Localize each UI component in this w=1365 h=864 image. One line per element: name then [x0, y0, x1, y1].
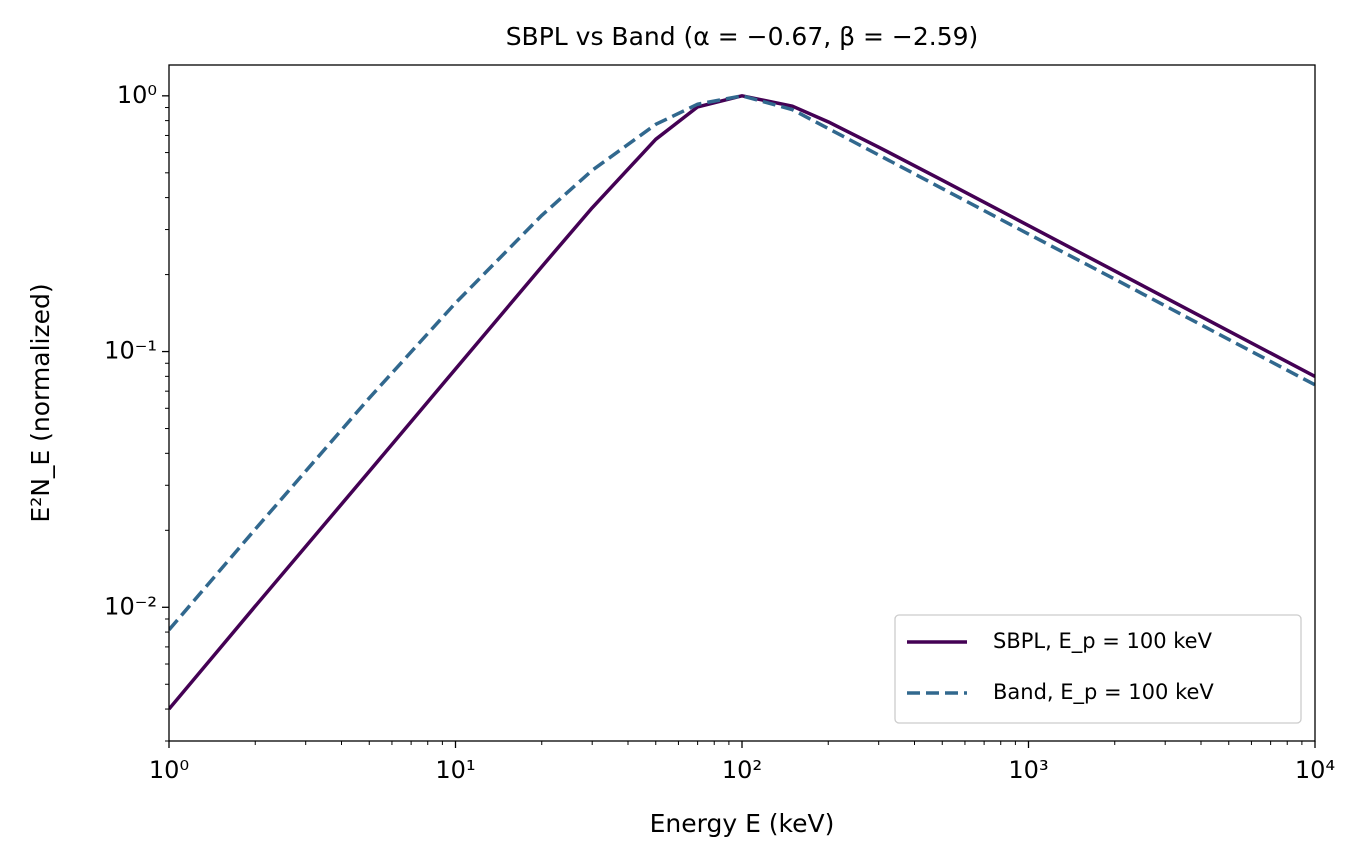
legend-label: SBPL, E_p = 100 keV [993, 629, 1213, 654]
data-line [169, 94, 1315, 632]
data-line [169, 94, 1315, 711]
x-tick-label: 10³ [1008, 756, 1048, 784]
y-axis-label: E²N_E (normalized) [26, 283, 55, 522]
x-tick-label: 10⁴ [1295, 756, 1335, 784]
chart-title: SBPL vs Band (α = −0.67, β = −2.59) [506, 22, 979, 51]
y-tick-label: 10⁰ [117, 81, 157, 109]
plot-frame [168, 64, 1316, 742]
legend-label: Band, E_p = 100 keV [993, 680, 1214, 705]
y-tick-label: 10⁻¹ [104, 337, 157, 365]
x-tick-label: 10⁰ [149, 756, 189, 784]
x-tick-label: 10² [722, 756, 762, 784]
x-tick-label: 10¹ [435, 756, 475, 784]
legend-box [894, 614, 1302, 724]
y-tick-label: 10⁻² [104, 592, 157, 620]
x-axis-label: Energy E (keV) [650, 809, 835, 838]
